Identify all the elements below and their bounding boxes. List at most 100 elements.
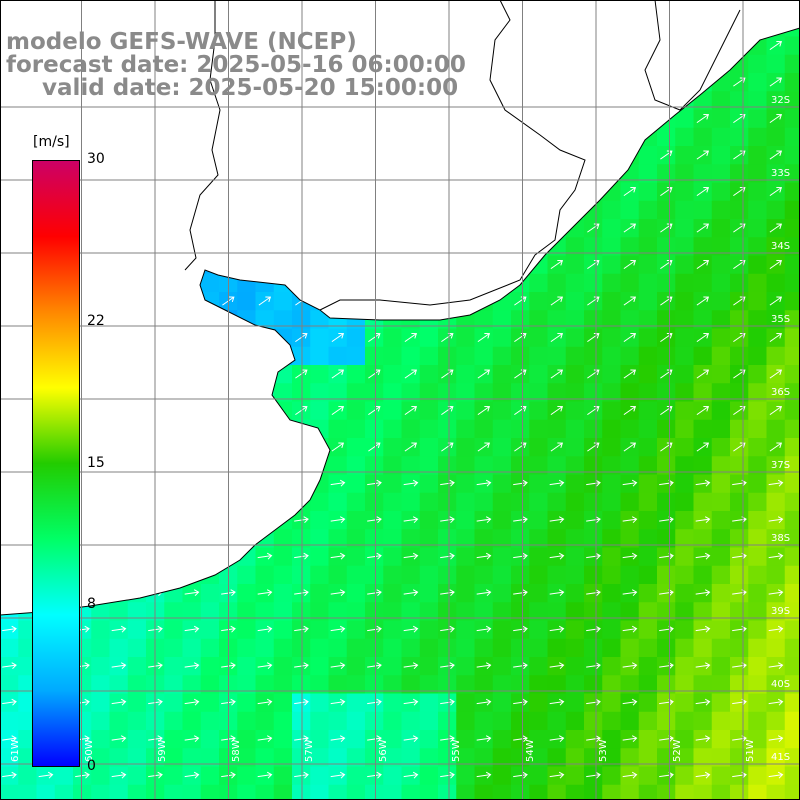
wind-speed-cell xyxy=(638,255,658,275)
wind-speed-cell xyxy=(73,784,92,800)
wind-speed-cell xyxy=(200,711,220,731)
wind-speed-cell xyxy=(638,675,658,695)
wind-speed-cell xyxy=(657,748,676,768)
wind-speed-cell xyxy=(565,638,585,658)
wind-speed-cell xyxy=(638,164,658,184)
wind-speed-cell xyxy=(584,565,603,585)
wind-speed-cell xyxy=(511,529,530,549)
wind-speed-cell xyxy=(730,711,749,731)
wind-speed-cell xyxy=(602,693,622,713)
wind-speed-cell xyxy=(565,419,585,439)
wind-speed-cell xyxy=(657,529,676,549)
wind-speed-cell xyxy=(456,365,476,384)
wind-speed-cell xyxy=(730,784,749,800)
wind-speed-cell xyxy=(547,565,567,585)
wind-speed-cell xyxy=(127,602,147,622)
wind-speed-cell xyxy=(766,675,786,695)
wind-speed-cell xyxy=(620,565,640,585)
wind-speed-cell xyxy=(310,711,330,731)
wind-arrow xyxy=(257,662,273,670)
wind-speed-cell xyxy=(273,529,293,549)
wind-speed-cell xyxy=(784,91,800,111)
wind-speed-cell xyxy=(292,711,311,731)
coastline xyxy=(0,27,800,616)
wind-speed-cell xyxy=(766,748,786,768)
wind-arrow xyxy=(2,735,17,743)
wind-speed-cell xyxy=(748,730,768,749)
wind-arrow xyxy=(623,259,637,270)
longitude-label: 51W xyxy=(745,739,756,762)
wind-speed-cell xyxy=(383,675,403,695)
wind-speed-cell xyxy=(0,675,19,695)
wind-speed-cell xyxy=(383,529,403,549)
wind-speed-cell xyxy=(419,492,439,512)
wind-arrow xyxy=(513,662,528,670)
wind-speed-cell xyxy=(748,255,768,275)
wind-speed-cell xyxy=(675,237,695,257)
wind-speed-cell xyxy=(711,620,731,640)
wind-speed-cell xyxy=(602,675,622,695)
wind-speed-cell xyxy=(511,602,530,622)
wind-speed-cell xyxy=(511,711,530,731)
wind-speed-cell xyxy=(91,711,111,731)
wind-speed-cell xyxy=(456,474,476,494)
wind-speed-cell xyxy=(675,200,695,220)
wind-speed-cell xyxy=(109,748,129,768)
wind-arrow xyxy=(695,698,711,706)
wind-speed-cell xyxy=(383,401,403,421)
wind-speed-cell xyxy=(711,511,731,530)
wind-speed-cell xyxy=(328,419,348,439)
wind-speed-cell xyxy=(419,511,439,530)
wind-speed-cell xyxy=(310,693,330,713)
wind-speed-cell xyxy=(748,784,768,800)
wind-speed-cell xyxy=(711,383,731,403)
wind-speed-cell xyxy=(711,182,731,202)
wind-arrow xyxy=(476,662,492,670)
wind-speed-cell xyxy=(748,54,768,74)
wind-speed-cell xyxy=(310,602,330,622)
wind-speed-cell xyxy=(419,419,439,439)
wind-speed-cell xyxy=(748,146,768,165)
wind-speed-cell xyxy=(748,292,768,311)
wind-speed-cell xyxy=(748,273,768,293)
wind-speed-cell xyxy=(584,346,603,366)
wind-speed-cell xyxy=(474,456,494,476)
wind-speed-cell xyxy=(675,730,695,749)
wind-speed-cell xyxy=(383,748,403,768)
wind-speed-cell xyxy=(784,109,800,129)
wind-arrow xyxy=(695,589,711,597)
wind-speed-cell xyxy=(565,675,585,695)
wind-speed-cell xyxy=(675,584,695,603)
wind-speed-cell xyxy=(292,784,311,800)
wind-speed-cell xyxy=(730,638,749,658)
wind-speed-cell xyxy=(456,492,476,512)
wind-arrow xyxy=(330,552,346,560)
wind-speed-cell xyxy=(273,565,293,585)
wind-speed-cell xyxy=(547,310,567,330)
wind-speed-cell xyxy=(584,492,603,512)
wind-speed-cell xyxy=(492,346,512,366)
wind-speed-cell xyxy=(529,474,549,494)
wind-speed-cell xyxy=(602,547,622,567)
wind-speed-cell xyxy=(346,529,366,549)
wind-arrow xyxy=(695,516,711,524)
wind-speed-cell xyxy=(109,784,129,800)
wind-speed-cell xyxy=(602,328,622,348)
wind-speed-cell xyxy=(675,438,695,457)
wind-speed-cell xyxy=(602,237,622,257)
wind-speed-cell xyxy=(255,748,275,768)
wind-speed-cell xyxy=(565,784,585,800)
wind-speed-cell xyxy=(492,401,512,421)
wind-speed-cell xyxy=(693,602,713,622)
wind-arrow xyxy=(549,479,565,487)
wind-speed-cell xyxy=(383,346,403,366)
wind-speed-cell xyxy=(620,638,640,658)
wind-speed-cell xyxy=(730,237,749,257)
wind-speed-cell xyxy=(383,474,403,494)
wind-speed-cell xyxy=(693,200,713,220)
wind-speed-cell xyxy=(237,602,257,622)
wind-speed-cell xyxy=(273,584,293,603)
wind-speed-cell xyxy=(748,182,768,202)
wind-speed-cell xyxy=(200,766,220,786)
wind-speed-cell xyxy=(456,456,476,476)
